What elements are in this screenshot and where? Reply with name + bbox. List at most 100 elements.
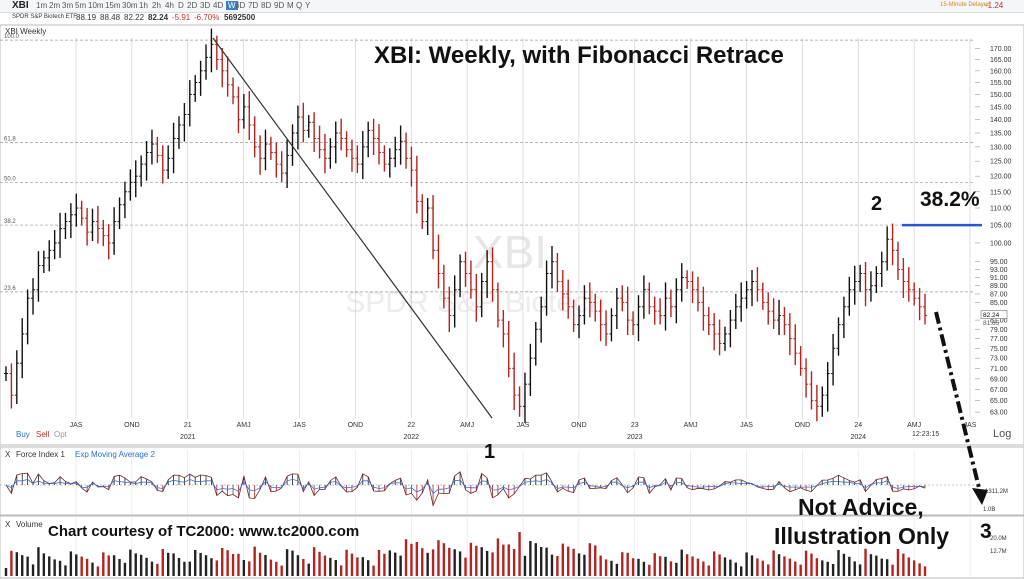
volume-bar	[626, 552, 629, 576]
volume-bar	[891, 564, 894, 576]
volume-bar	[221, 548, 224, 576]
volume-bar	[350, 553, 354, 576]
timeframe-10m[interactable]: 10m	[88, 1, 104, 10]
volume-bar	[761, 560, 765, 576]
ema-label[interactable]: Exp Moving Average 2	[75, 450, 155, 459]
volume-bar	[145, 557, 148, 576]
volume-bar	[712, 551, 716, 576]
volume-bar	[10, 550, 13, 576]
x-tick-label: AMJ	[684, 422, 698, 429]
y-tick-label: 87.00	[990, 291, 1008, 298]
sell-button[interactable]: Sell	[36, 430, 50, 439]
y-tick-label: 135.00	[990, 131, 1012, 138]
volume-bar	[588, 543, 592, 576]
x-tick-label: JAS	[293, 422, 306, 429]
x-tick-label: 24	[854, 422, 862, 429]
timeframe-4h[interactable]: 4h	[165, 1, 174, 10]
volume-bar	[383, 553, 386, 576]
volume-bar	[166, 552, 170, 576]
timeframe-5m[interactable]: 5m	[75, 1, 87, 10]
volume-bar	[312, 547, 316, 576]
timeframe-Y[interactable]: Y	[305, 1, 311, 10]
volume-bar	[691, 556, 694, 576]
volume-bar	[842, 553, 846, 576]
wave-label-2: 2	[871, 193, 883, 215]
timeframe-2D[interactable]: 2D	[187, 1, 198, 10]
log-scale-toggle[interactable]: Log	[993, 428, 1012, 440]
volume-bar	[875, 555, 878, 576]
option-button[interactable]: Opt	[54, 430, 67, 439]
volume-bar	[285, 549, 289, 576]
volume-bar	[134, 553, 137, 576]
volume-bar	[469, 542, 473, 576]
volume-bar	[648, 564, 651, 576]
volume-bar	[880, 558, 883, 576]
volume-bar	[675, 562, 678, 576]
timeframe-4D[interactable]: 4D	[213, 1, 224, 10]
volume-label[interactable]: Volume	[16, 520, 43, 529]
volume-bar	[572, 548, 575, 576]
timeframe-1h[interactable]: 1h	[139, 1, 148, 10]
volume-bar	[507, 544, 510, 576]
x-year-label: 2023	[627, 434, 643, 441]
volume-bar	[480, 547, 483, 576]
volume-bar	[680, 549, 683, 576]
volume-bar	[610, 560, 613, 576]
timeframe-9D[interactable]: 9D	[274, 1, 285, 10]
volume-bar	[912, 560, 916, 576]
volume-bar	[123, 562, 127, 576]
volume-bar	[31, 564, 35, 576]
volume-bar	[339, 565, 343, 576]
volume-bar	[112, 555, 116, 576]
timeframe-6D[interactable]: 6D	[235, 1, 246, 10]
symbol-label[interactable]: XBI	[12, 0, 29, 11]
volume-bar	[821, 560, 824, 576]
y-tick-label: 110.00	[990, 206, 1011, 213]
timeframe-3m[interactable]: 3m	[62, 1, 74, 10]
volume-bar	[696, 558, 700, 576]
volume-bar	[642, 561, 646, 576]
volume-bar	[53, 559, 56, 576]
x-tick-label: JAS	[70, 422, 83, 429]
volume-bar	[26, 556, 29, 576]
timeframe-30m[interactable]: 30m	[122, 1, 138, 10]
y-tick-label: 67.00	[990, 387, 1008, 394]
volume-bar	[896, 549, 900, 576]
high-value: 88.48	[100, 13, 121, 22]
volume-bar	[388, 550, 392, 576]
fib-level-label: 38.2%	[920, 188, 980, 211]
change-pct-value: -6.70%	[194, 13, 220, 22]
volume-bar	[491, 552, 494, 576]
force-index-label[interactable]: Force Index 1	[16, 450, 65, 459]
volume-bar	[594, 545, 597, 576]
ema-line	[5, 478, 925, 495]
chart-title: XBI: Weekly, with Fibonacci Retrace	[374, 42, 784, 69]
volume-bar	[194, 550, 197, 576]
volume-bar	[750, 555, 754, 576]
watermark-name: SPDR S&P Biotech	[345, 286, 605, 319]
timeframe-2m[interactable]: 2m	[49, 1, 61, 10]
timeframe-W[interactable]: W	[226, 1, 238, 10]
force-close-icon[interactable]: X	[5, 450, 11, 459]
volume-close-icon[interactable]: X	[5, 520, 11, 529]
timeframe-D[interactable]: D	[178, 1, 184, 10]
timeframe-8D[interactable]: 8D	[261, 1, 272, 10]
x-tick-label: OND	[348, 422, 364, 429]
volume-bar	[42, 553, 46, 576]
timeframe-15m[interactable]: 15m	[105, 1, 121, 10]
volume-bar	[80, 556, 83, 576]
timeframe-7D[interactable]: 7D	[248, 1, 259, 10]
volume-bar	[58, 560, 62, 576]
volume-bar	[729, 559, 732, 576]
timeframe-1m[interactable]: 1m	[36, 1, 48, 10]
y-tick-label: 91.00	[990, 275, 1008, 282]
timeframe-2h[interactable]: 2h	[152, 1, 161, 10]
timeframe-Q[interactable]: Q	[296, 1, 303, 10]
buy-button[interactable]: Buy	[16, 430, 30, 439]
y-tick-label: 160.00	[990, 68, 1012, 75]
timeframe-3D[interactable]: 3D	[200, 1, 211, 10]
volume-panel-frame	[0, 515, 1024, 579]
volume-bar	[685, 554, 689, 576]
volume-bar	[329, 557, 332, 576]
timeframe-M[interactable]: M	[287, 1, 294, 10]
